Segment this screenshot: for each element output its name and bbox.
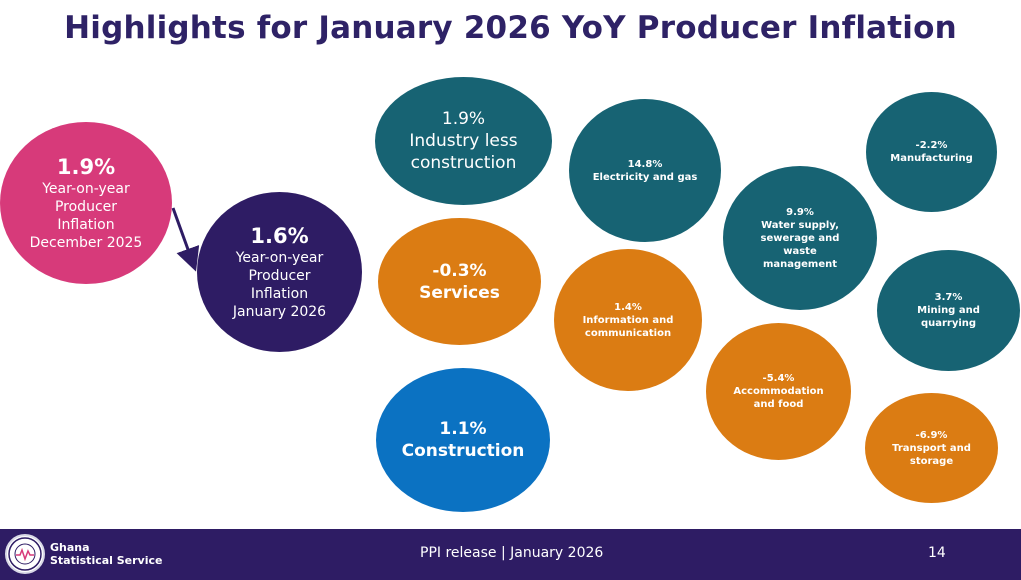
bubble-value: 1.6% bbox=[250, 224, 309, 248]
bubble-mining-and-quarrying: 3.7% Mining and quarrying bbox=[877, 250, 1020, 371]
page-number: 14 bbox=[928, 545, 946, 561]
bubble-label: Industry less construction bbox=[409, 131, 518, 173]
bubble-information-and-communication: 1.4% Information and communication bbox=[554, 249, 702, 391]
bubble-accommodation-and-food: -5.4% Accommodation and food bbox=[706, 323, 851, 460]
bubble-transport-and-storage: -6.9% Transport and storage bbox=[865, 393, 998, 503]
bubble-value: -6.9% bbox=[915, 429, 948, 441]
bubble-label: Transport and storage bbox=[892, 442, 971, 467]
bubble-value: 9.9% bbox=[786, 206, 814, 218]
bubble-value: 14.8% bbox=[627, 158, 663, 170]
bubble-label: Accommodation and food bbox=[733, 386, 824, 410]
footer-bar: Ghana Statistical Service PPI release | … bbox=[0, 529, 1021, 580]
bubble-label: Information and communication bbox=[582, 314, 674, 339]
bubble-value: -0.3% bbox=[432, 260, 487, 281]
bubble-label: Mining and quarrying bbox=[917, 305, 980, 329]
bubble-water-supply: 9.9% Water supply, sewerage and waste ma… bbox=[723, 166, 877, 310]
bubble-value: 3.7% bbox=[934, 292, 963, 303]
bubble-value: 1.4% bbox=[614, 301, 642, 313]
bubble-label: Year-on-year Producer Inflation December… bbox=[29, 181, 143, 251]
bubble-label: Water supply, sewerage and waste managem… bbox=[760, 219, 840, 270]
bubble-december-2025: 1.9% Year-on-year Producer Inflation Dec… bbox=[0, 122, 172, 284]
logo-seal-icon bbox=[8, 537, 42, 571]
bubble-electricity-and-gas: 14.8% Electricity and gas bbox=[569, 99, 721, 242]
bubble-value: 1.9% bbox=[56, 155, 116, 179]
page-title: Highlights for January 2026 YoY Producer… bbox=[64, 10, 957, 46]
bubble-label: Construction bbox=[401, 441, 525, 461]
release-label: PPI release | January 2026 bbox=[420, 545, 604, 561]
bubble-industry-less-construction: 1.9% Industry less construction bbox=[375, 77, 552, 205]
bubble-label: Manufacturing bbox=[890, 153, 973, 164]
bubble-services: -0.3% Services bbox=[378, 218, 541, 345]
bubble-value: 1.1% bbox=[439, 419, 487, 439]
ghana-statistical-service-logo bbox=[5, 534, 45, 574]
bubble-january-2026: 1.6% Year-on-year Producer Inflation Jan… bbox=[197, 192, 362, 352]
organization-name: Ghana Statistical Service bbox=[50, 541, 163, 567]
bubble-construction: 1.1% Construction bbox=[376, 368, 550, 512]
bubble-value: 1.9% bbox=[441, 109, 486, 129]
bubble-label: Services bbox=[419, 282, 500, 303]
bubble-value: -2.2% bbox=[915, 140, 948, 151]
bubble-value: -5.4% bbox=[762, 373, 795, 384]
bubble-manufacturing: -2.2% Manufacturing bbox=[866, 92, 997, 212]
bubble-label: Electricity and gas bbox=[592, 171, 698, 183]
bubble-label: Year-on-year Producer Inflation January … bbox=[232, 250, 327, 320]
